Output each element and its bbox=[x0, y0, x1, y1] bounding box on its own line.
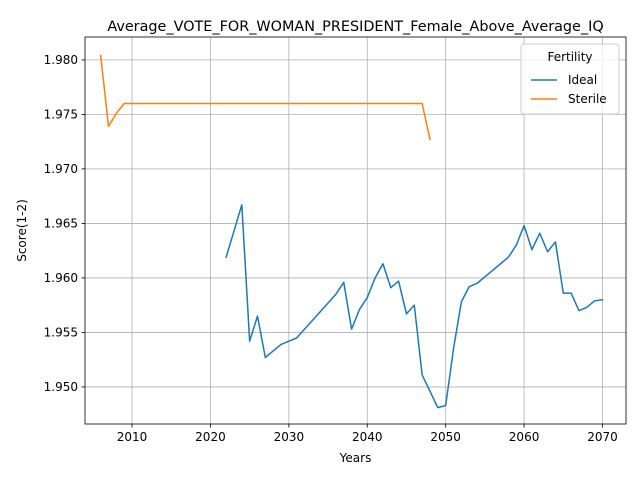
y-tick-label: 1.965 bbox=[44, 217, 78, 231]
series-line-sterile bbox=[99, 54, 431, 141]
y-tick-label: 1.955 bbox=[44, 326, 78, 340]
chart-title: Average_VOTE_FOR_WOMAN_PRESIDENT_Female_… bbox=[107, 19, 603, 35]
plot-frame bbox=[84, 36, 627, 425]
grid-lines bbox=[85, 37, 626, 424]
y-tick-label: 1.975 bbox=[44, 108, 78, 122]
y-axis-label: Score(1-2) bbox=[15, 199, 29, 262]
x-tick-label: 2070 bbox=[587, 430, 618, 444]
legend-title: Fertility bbox=[547, 50, 592, 64]
y-tick-label: 1.960 bbox=[44, 271, 78, 285]
legend-entry-ideal: Ideal bbox=[568, 73, 597, 87]
y-tick-label: 1.980 bbox=[44, 53, 78, 67]
x-axis-label: Years bbox=[339, 451, 372, 465]
y-tick-label: 1.950 bbox=[44, 380, 78, 394]
x-tick-label: 2010 bbox=[117, 430, 148, 444]
axis-ticks: 2010 2020 2030 2040 2050 2060 2070 1.950 1.955 1.… bbox=[44, 53, 618, 444]
x-tick-label: 2020 bbox=[195, 430, 226, 444]
legend: Fertility Ideal Sterile bbox=[520, 43, 620, 115]
x-tick-label: 2030 bbox=[274, 430, 305, 444]
legend-entry-sterile: Sterile bbox=[568, 92, 607, 106]
x-tick-label: 2040 bbox=[352, 430, 383, 444]
series-line-ideal bbox=[225, 204, 604, 409]
legend-box bbox=[520, 43, 620, 115]
x-tick-label: 2050 bbox=[430, 430, 461, 444]
series-layer bbox=[99, 54, 604, 409]
y-tick-label: 1.970 bbox=[44, 162, 78, 176]
x-tick-label: 2060 bbox=[509, 430, 540, 444]
